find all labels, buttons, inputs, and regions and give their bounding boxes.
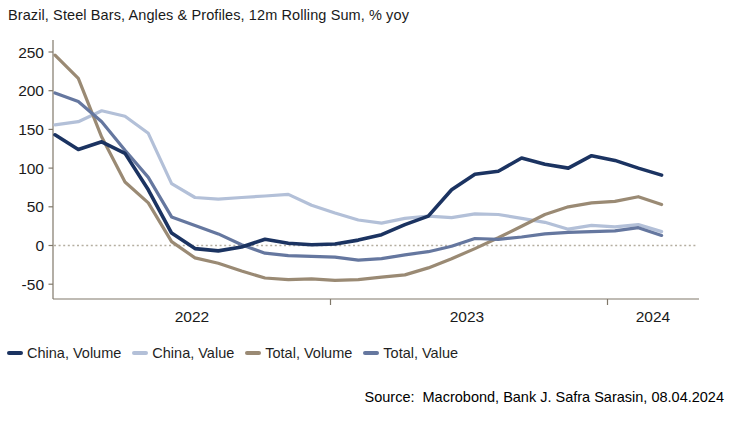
legend-item-china-volume: China, Volume [7,345,121,361]
y-tick-label: 0 [35,237,44,254]
legend-label: Total, Volume [265,345,352,361]
legend-item-total-volume: Total, Volume [245,345,352,361]
series-china-value [55,111,662,232]
chart-legend: China, Volume China, Value Total, Volume To… [7,345,469,361]
legend-label: China, Value [152,345,234,361]
legend-swatch [7,351,23,355]
series-total-value [55,93,662,260]
y-tick-label: 150 [18,121,44,138]
x-tick-label: 2022 [175,308,209,325]
legend-label: Total, Value [383,345,458,361]
y-tick-label: 200 [18,82,44,99]
x-tick-label: 2023 [450,308,484,325]
x-tick-label: 2024 [636,308,671,325]
line-chart: -50 0 50 100 150 200 250 2022 2023 2024 [0,0,730,340]
legend-swatch [245,351,261,355]
chart-page: Brazil, Steel Bars, Angles & Profiles, 1… [0,0,730,427]
legend-swatch [132,351,148,355]
source-note: Source: Macrobond, Bank J. Safra Sarasin… [365,389,725,405]
y-tick-label: -50 [22,276,45,293]
y-tick-label: 250 [18,44,44,61]
legend-item-china-value: China, Value [132,345,234,361]
legend-swatch [363,351,379,355]
y-tick-label: 100 [18,160,44,177]
legend-item-total-value: Total, Value [363,345,458,361]
y-tick-label: 50 [27,198,45,215]
legend-label: China, Volume [27,345,121,361]
